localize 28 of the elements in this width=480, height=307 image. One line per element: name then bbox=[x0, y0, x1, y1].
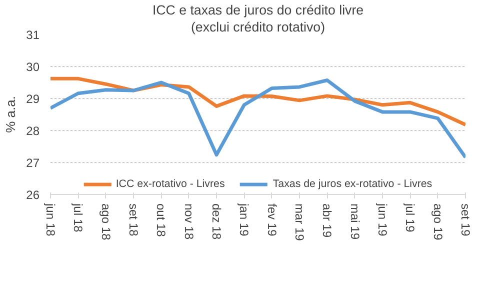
x-tick-label: jul 19 bbox=[403, 202, 418, 233]
x-tick-label: set 18 bbox=[126, 204, 140, 237]
y-tick-label: 27 bbox=[26, 156, 40, 170]
x-tick-label: jul 18 bbox=[71, 202, 86, 233]
chart-subtitle: (exclui crédito rotativo) bbox=[190, 20, 326, 34]
x-tick-label: jun 19 bbox=[376, 202, 390, 237]
x-tick-label: jun 18 bbox=[44, 202, 58, 237]
x-tick-label: ago 18 bbox=[98, 204, 113, 241]
y-tick-label: 29 bbox=[26, 92, 40, 106]
y-tick-label: 31 bbox=[26, 28, 40, 42]
y-axis-title: % a.a. bbox=[3, 96, 18, 133]
x-tick-label: mar 19 bbox=[292, 204, 306, 242]
x-tick-label: dez 18 bbox=[210, 204, 224, 240]
legend-label: ICC ex-rotativo - Livres bbox=[116, 178, 225, 190]
x-tick-label: mai 19 bbox=[348, 204, 362, 240]
x-tick-label: set 19 bbox=[458, 204, 472, 237]
y-tick-label: 26 bbox=[26, 188, 40, 202]
line-series bbox=[50, 78, 466, 160]
x-tick-label: jan 19 bbox=[237, 202, 252, 237]
y-tick-label: 30 bbox=[26, 60, 40, 74]
legend-label: Taxas de juros ex-rotativo - Livres bbox=[272, 178, 432, 190]
chart-title: ICC e taxas de juros do crédito livre bbox=[152, 2, 364, 18]
x-tick-label: out 18 bbox=[154, 204, 168, 238]
x-tick-label: abr 19 bbox=[320, 204, 334, 238]
x-tick-label: fev 19 bbox=[264, 204, 279, 237]
x-tick-label: ago 19 bbox=[430, 204, 445, 241]
y-tick-label: 28 bbox=[26, 124, 40, 138]
x-tick-label: nov 18 bbox=[182, 204, 196, 240]
